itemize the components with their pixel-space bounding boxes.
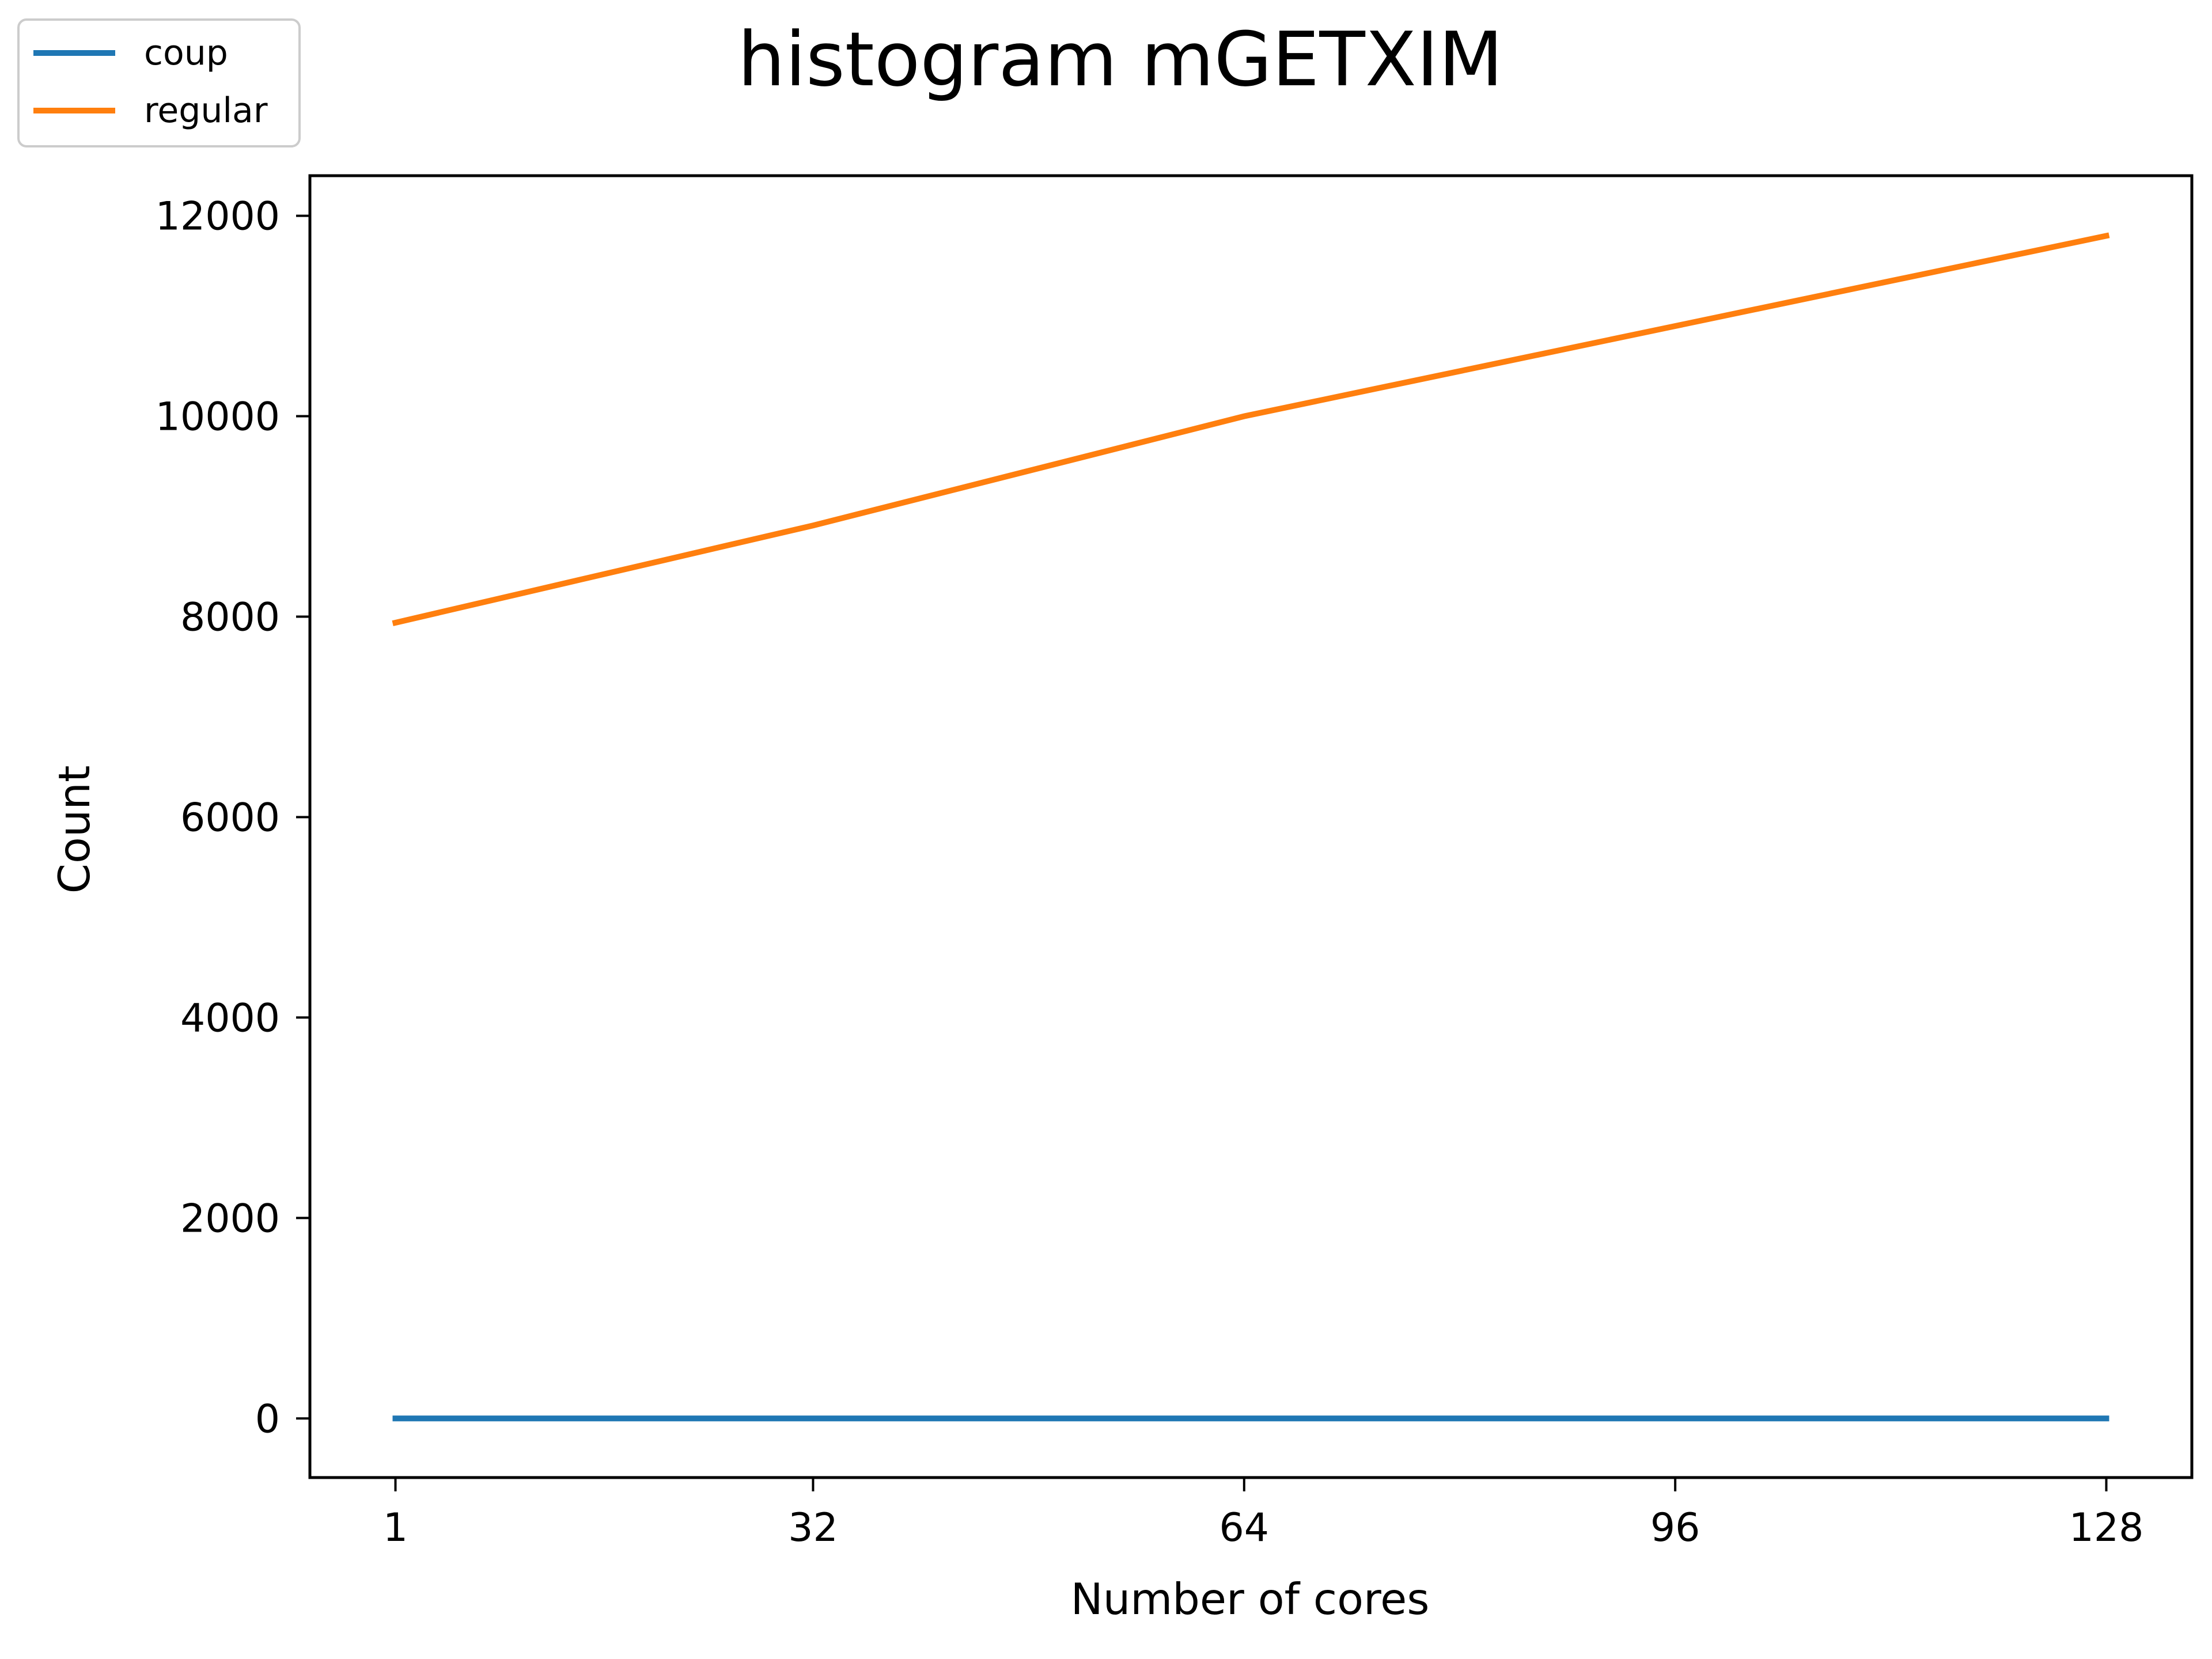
x-tick-label: 1 xyxy=(383,1505,408,1551)
x-tick-label: 64 xyxy=(1219,1505,1270,1551)
y-tick-label: 12000 xyxy=(156,194,280,240)
y-axis-title: Count xyxy=(49,766,100,894)
y-tick-label: 4000 xyxy=(180,995,280,1041)
plot-frame xyxy=(308,174,2194,1479)
series-line-regular xyxy=(392,232,2110,627)
y-tick-label: 8000 xyxy=(180,595,280,641)
y-axis: 0 2000 4000 6000 8000 10000 12000 xyxy=(156,194,310,1442)
x-tick-label: 96 xyxy=(1650,1505,1700,1551)
chart-title: histogram mGETXIM xyxy=(738,16,1503,103)
x-axis: 1 32 64 96 128 xyxy=(383,1478,2144,1551)
plot-area xyxy=(392,232,2110,1422)
x-axis-title: Number of cores xyxy=(1071,1574,1430,1624)
y-tick-label: 0 xyxy=(255,1396,280,1442)
x-tick-label: 32 xyxy=(788,1505,838,1551)
legend-label-coup: coup xyxy=(144,33,228,73)
y-tick-label: 10000 xyxy=(156,395,280,440)
x-tick-label: 128 xyxy=(2069,1505,2144,1551)
y-tick-label: 2000 xyxy=(180,1196,280,1241)
y-tick-label: 6000 xyxy=(180,795,280,840)
legend: coup regular xyxy=(17,18,301,147)
legend-label-regular: regular xyxy=(144,90,268,131)
